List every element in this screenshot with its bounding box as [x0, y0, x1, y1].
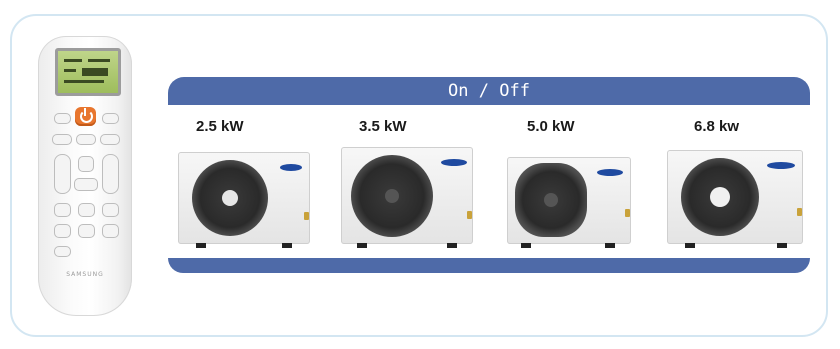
power-button[interactable]: [75, 107, 96, 126]
banner-top-bar: [168, 77, 810, 105]
outdoor-unit-image: [667, 150, 803, 248]
banner-title: On / Off: [448, 81, 530, 101]
outdoor-unit-image: [507, 157, 631, 248]
banner-bottom-bar: [168, 258, 810, 273]
remote-control: SAMSUNG: [38, 36, 132, 316]
unit-capacity-label: 5.0 kW: [527, 118, 575, 135]
unit-capacity-label: 2.5 kW: [196, 118, 244, 135]
capacity-band: On / Off: [168, 77, 810, 273]
unit-capacity-label: 3.5 kW: [359, 118, 407, 135]
remote-display: [55, 48, 121, 96]
outdoor-unit-image: [178, 152, 310, 248]
remote-brand: SAMSUNG: [66, 271, 104, 278]
unit-capacity-label: 6.8 kw: [694, 118, 740, 135]
outdoor-unit-image: [341, 147, 473, 248]
